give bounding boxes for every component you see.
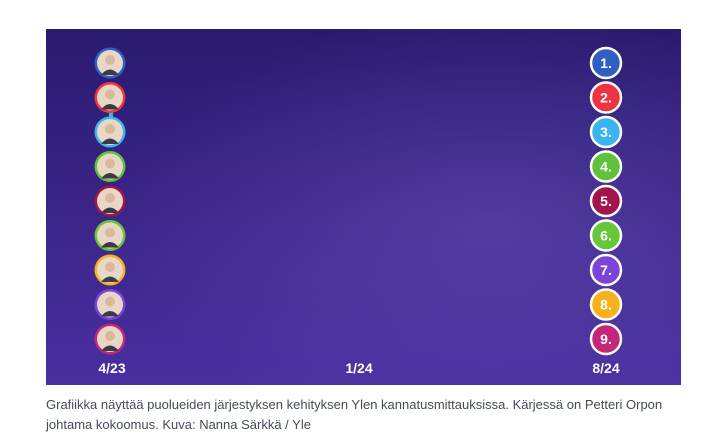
avatar-head-icon: [105, 55, 115, 65]
avatar-body-icon: [101, 207, 119, 213]
avatar-head-icon: [105, 124, 115, 134]
rank-badge-1: 1.: [589, 46, 623, 80]
rank-badge-9: 9.: [589, 322, 623, 356]
avatar-head-icon: [105, 296, 115, 307]
rank-label: 6.: [600, 228, 612, 244]
avatar-head-icon: [105, 193, 115, 203]
rank-badge-3: 3.: [589, 115, 623, 149]
rank-badge-circle: [589, 219, 623, 252]
avatar-head-icon: [105, 89, 115, 100]
rank-label: 3.: [600, 124, 612, 140]
rank-badge-circle: [589, 184, 623, 218]
avatar-body-icon: [101, 104, 119, 110]
party-leader-avatar-9: [94, 323, 126, 355]
x-tick-label: 4/23: [98, 360, 125, 376]
rank-badge-circle: [589, 150, 623, 183]
avatar-body-icon: [101, 242, 119, 248]
avatar-head-icon: [105, 158, 115, 169]
rank-label: 5.: [600, 193, 612, 209]
rank-label: 2.: [600, 90, 612, 106]
rank-badge-circle: [589, 46, 623, 80]
avatar-body-icon: [101, 69, 119, 75]
rank-badge-circle: [589, 288, 623, 321]
avatar-head-icon: [105, 331, 115, 341]
rank-badge-6: 6.: [589, 219, 623, 252]
rank-label: 1.: [600, 55, 612, 71]
avatar-body-icon: [101, 276, 119, 282]
chart-canvas: 1. 2. 3. 4. 5. 6. 7. 8. 9. 4/23 1/24 8/24: [46, 29, 681, 385]
x-tick-label: 1/24: [345, 360, 372, 376]
rank-label: 8.: [600, 297, 612, 313]
party-leader-avatar-6: [94, 220, 126, 251]
avatar-head-icon: [105, 227, 115, 238]
rank-badge-4: 4.: [589, 150, 623, 183]
rank-badge-circle: [589, 253, 623, 287]
party-leader-avatar-7: [94, 254, 126, 286]
party-leader-avatar-5: [94, 185, 126, 217]
rank-badges: 1. 2. 3. 4. 5. 6. 7. 8. 9.: [589, 46, 623, 356]
rank-badge-5: 5.: [589, 184, 623, 218]
party-leader-avatar-1: [94, 47, 126, 79]
avatar-body-icon: [101, 138, 119, 144]
avatar-head-icon: [105, 262, 115, 272]
party-leader-avatars: [94, 47, 126, 355]
rank-badge-7: 7.: [589, 253, 623, 287]
rank-badge-8: 8.: [589, 288, 623, 321]
avatar-body-icon: [101, 311, 119, 317]
rank-badge-2: 2.: [589, 81, 623, 114]
avatar-body-icon: [101, 173, 119, 179]
rank-label: 4.: [600, 159, 612, 175]
chart-background-glow: [46, 29, 681, 385]
party-leader-avatar-4: [94, 151, 126, 182]
rank-badge-circle: [589, 322, 623, 356]
figure-caption: Grafiikka näyttää puolueiden järjestykse…: [46, 397, 663, 432]
party-leader-avatar-2: [94, 82, 126, 113]
party-leader-avatar-3: [94, 116, 126, 148]
rank-badge-circle: [589, 115, 623, 149]
rank-label: 7.: [600, 262, 612, 278]
rank-label: 9.: [600, 331, 612, 347]
x-axis-tick-labels: 4/23 1/24 8/24: [98, 360, 619, 376]
party-ranking-chart: 1. 2. 3. 4. 5. 6. 7. 8. 9. 4/23 1/24 8/24: [46, 29, 681, 385]
party-leader-avatar-8: [94, 289, 126, 320]
x-tick-label: 8/24: [592, 360, 619, 376]
rank-badge-circle: [589, 81, 623, 114]
avatar-body-icon: [101, 345, 119, 351]
